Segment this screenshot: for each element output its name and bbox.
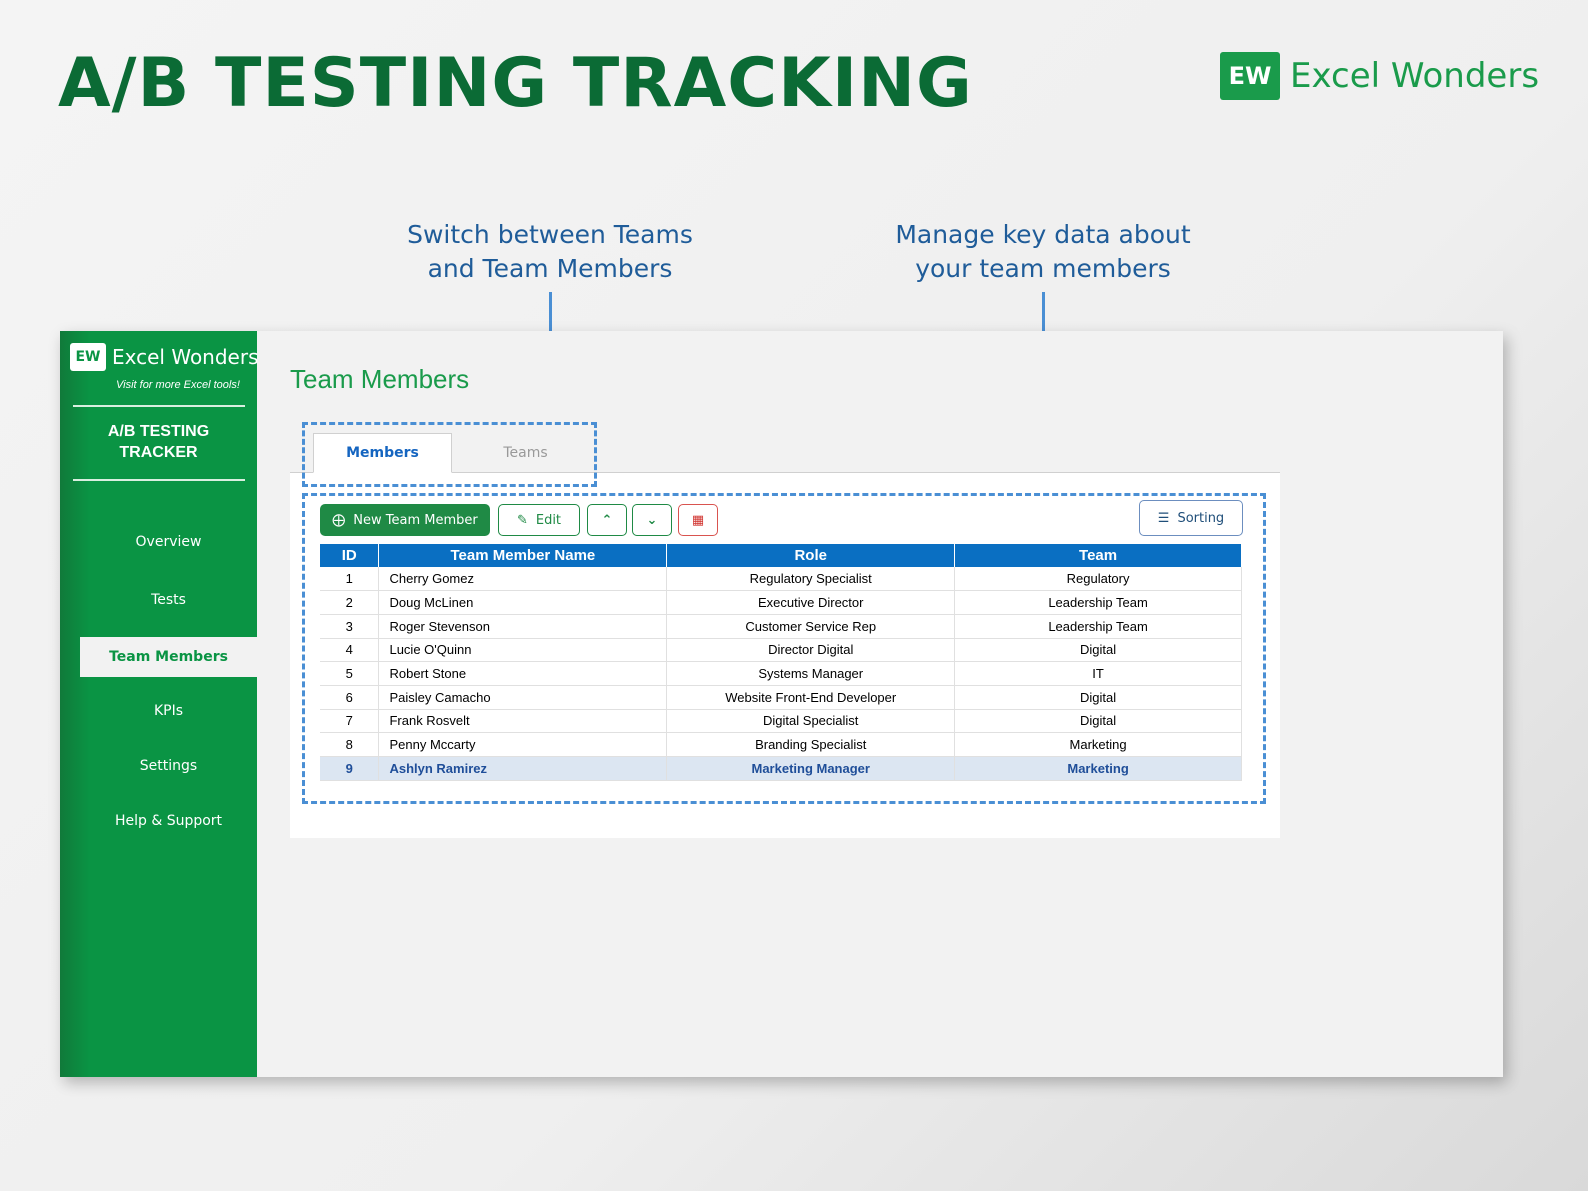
cell-id[interactable]: 2 xyxy=(320,590,380,615)
sidebar-item-settings[interactable]: Settings xyxy=(139,758,198,774)
sidebar-item-help[interactable]: Help & Support xyxy=(114,813,223,829)
sidebar-item-tests[interactable]: Tests xyxy=(151,592,186,608)
tab-bar: Members Teams xyxy=(290,433,1280,473)
brand-name: Excel Wonders xyxy=(1290,56,1540,96)
annotation-text: Manage key data about xyxy=(895,220,1191,249)
button-label: Sorting xyxy=(1177,510,1225,526)
cell-team[interactable]: IT xyxy=(954,661,1242,686)
cell-id[interactable]: 9 xyxy=(320,756,380,781)
cell-team[interactable]: Regulatory xyxy=(954,567,1242,592)
cell-name[interactable]: Roger Stevenson xyxy=(378,614,668,639)
chevron-double-up-icon: ⌃ xyxy=(601,512,613,528)
cell-team[interactable]: Marketing xyxy=(954,756,1242,781)
ew-logo-icon: EW xyxy=(70,343,106,371)
main-title: A/B TESTING TRACKING xyxy=(58,44,973,123)
sorting-button[interactable]: ☰ Sorting xyxy=(1139,500,1243,536)
cell-name[interactable]: Cherry Gomez xyxy=(378,567,668,592)
cell-name[interactable]: Lucie O'Quinn xyxy=(378,638,668,663)
cell-team[interactable]: Leadership Team xyxy=(954,614,1242,639)
members-table: ID Team Member Name Role Team 1 Cherry Go… xyxy=(320,544,1242,781)
table-row[interactable]: 8 Penny Mccarty Branding Specialist Marketi… xyxy=(320,732,1242,757)
divider xyxy=(73,405,245,407)
cell-team[interactable]: Leadership Team xyxy=(954,590,1242,615)
annotation-text: Switch between Teams xyxy=(407,220,693,249)
annotation-data: Manage key data about your team members xyxy=(843,218,1243,286)
cell-team[interactable]: Digital xyxy=(954,709,1242,734)
sidebar-brand-name: Excel Wonders xyxy=(112,345,259,369)
cell-role[interactable]: Website Front-End Developer xyxy=(666,685,956,710)
cell-role[interactable]: Marketing Manager xyxy=(666,756,956,781)
app-name-line: A/B TESTING xyxy=(107,423,210,440)
column-header-team[interactable]: Team xyxy=(954,544,1242,567)
table-row[interactable]: 4 Lucie O'Quinn Director Digital Digital xyxy=(320,638,1242,663)
column-header-id[interactable]: ID xyxy=(320,544,380,567)
column-header-role[interactable]: Role xyxy=(666,544,956,567)
ew-logo-icon: EW xyxy=(1220,52,1280,100)
cell-name[interactable]: Doug McLinen xyxy=(378,590,668,615)
cell-id[interactable]: 3 xyxy=(320,614,380,639)
add-document-icon: ⨁ xyxy=(332,512,346,528)
sidebar-logo[interactable]: EW Excel Wonders xyxy=(70,343,259,371)
cell-name[interactable]: Ashlyn Ramirez xyxy=(378,756,668,781)
cell-role[interactable]: Digital Specialist xyxy=(666,709,956,734)
table-row[interactable]: 9 Ashlyn Ramirez Marketing Manager Marketin… xyxy=(320,756,1242,781)
cell-name[interactable]: Frank Rosvelt xyxy=(378,709,668,734)
cell-role[interactable]: Director Digital xyxy=(666,638,956,663)
cell-team[interactable]: Marketing xyxy=(954,732,1242,757)
page-title: Team Members xyxy=(290,364,470,394)
cell-name[interactable]: Paisley Camacho xyxy=(378,685,668,710)
app-name-line: TRACKER xyxy=(119,444,198,461)
move-up-button[interactable]: ⌃ xyxy=(587,504,627,536)
cell-role[interactable]: Customer Service Rep xyxy=(666,614,956,639)
move-down-button[interactable]: ⌄ xyxy=(632,504,672,536)
table-row[interactable]: 5 Robert Stone Systems Manager IT xyxy=(320,661,1242,686)
app-window: EW Excel Wonders Visit for more Excel to… xyxy=(60,331,1503,1077)
cell-team[interactable]: Digital xyxy=(954,638,1242,663)
table-row[interactable]: 3 Roger Stevenson Customer Service Rep Lead… xyxy=(320,614,1242,639)
annotation-tabs: Switch between Teams and Team Members xyxy=(350,218,750,286)
tab-teams[interactable]: Teams xyxy=(503,445,548,461)
cell-id[interactable]: 1 xyxy=(320,567,380,592)
sliders-icon: ☰ xyxy=(1157,510,1170,526)
table-row[interactable]: 2 Doug McLinen Executive Director Leadershi… xyxy=(320,590,1242,615)
sidebar-tagline[interactable]: Visit for more Excel tools! xyxy=(116,379,240,391)
tab-members[interactable]: Members xyxy=(313,433,452,473)
table-row[interactable]: 6 Paisley Camacho Website Front-End Develo… xyxy=(320,685,1242,710)
sidebar: EW Excel Wonders Visit for more Excel to… xyxy=(60,331,259,1077)
edit-button[interactable]: ✎ Edit xyxy=(498,504,580,536)
cell-role[interactable]: Systems Manager xyxy=(666,661,956,686)
cell-id[interactable]: 8 xyxy=(320,732,380,757)
table-row[interactable]: 1 Cherry Gomez Regulatory Specialist Regula… xyxy=(320,567,1242,592)
annotation-text: your team members xyxy=(915,254,1171,283)
sidebar-item-team-members[interactable]: Team Members xyxy=(80,637,257,677)
highlight-tabs xyxy=(302,422,597,487)
cell-name[interactable]: Robert Stone xyxy=(378,661,668,686)
cell-id[interactable]: 6 xyxy=(320,685,380,710)
cell-role[interactable]: Executive Director xyxy=(666,590,956,615)
divider xyxy=(73,479,245,481)
cell-id[interactable]: 4 xyxy=(320,638,380,663)
sidebar-item-overview[interactable]: Overview xyxy=(135,534,202,550)
app-name: A/B TESTING TRACKER xyxy=(60,421,257,463)
delete-button[interactable]: ▦ xyxy=(678,504,718,536)
cell-role[interactable]: Branding Specialist xyxy=(666,732,956,757)
column-header-name[interactable]: Team Member Name xyxy=(378,544,668,567)
new-team-member-button[interactable]: ⨁ New Team Member xyxy=(320,504,490,536)
cell-id[interactable]: 7 xyxy=(320,709,380,734)
cell-role[interactable]: Regulatory Specialist xyxy=(666,567,956,592)
button-label: New Team Member xyxy=(353,512,478,528)
cell-team[interactable]: Digital xyxy=(954,685,1242,710)
table-row[interactable]: 7 Frank Rosvelt Digital Specialist Digital xyxy=(320,709,1242,734)
chevron-double-down-icon: ⌄ xyxy=(646,512,658,528)
sidebar-item-kpis[interactable]: KPIs xyxy=(153,703,184,719)
button-label: Edit xyxy=(535,512,562,528)
trash-icon: ▦ xyxy=(691,512,705,528)
annotation-text: and Team Members xyxy=(427,254,673,283)
highlight-table xyxy=(302,493,1266,804)
edit-icon: ✎ xyxy=(516,512,528,528)
cell-name[interactable]: Penny Mccarty xyxy=(378,732,668,757)
brand-logo: EW Excel Wonders xyxy=(1220,52,1539,100)
cell-id[interactable]: 5 xyxy=(320,661,380,686)
